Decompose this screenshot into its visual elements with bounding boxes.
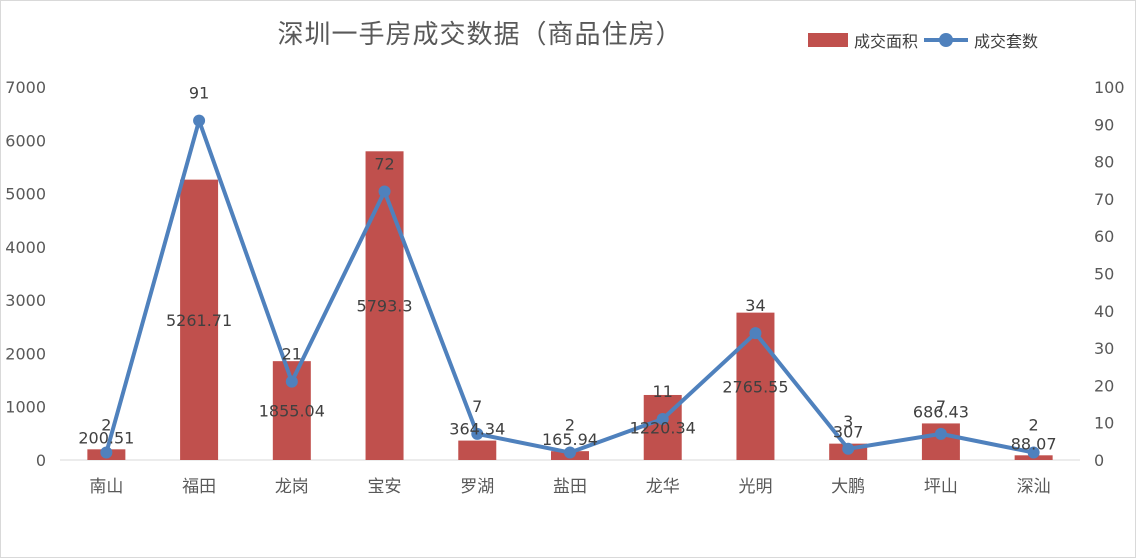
line-point-count xyxy=(1027,446,1040,459)
x-category-label: 深汕 xyxy=(1017,477,1051,497)
y-left-tick-label: 3000 xyxy=(5,291,46,310)
bar-data-label: 88.07 xyxy=(1011,434,1057,453)
legend-line-swatch xyxy=(924,33,969,47)
x-category-label: 龙华 xyxy=(646,477,680,497)
x-category-label: 福田 xyxy=(182,477,216,497)
y-left-tick-label: 7000 xyxy=(5,78,46,97)
legend-item-count: 成交套数 xyxy=(924,28,1038,52)
line-point-count xyxy=(934,427,947,440)
line-data-label: 2 xyxy=(565,416,575,435)
y-left-tick-label: 2000 xyxy=(5,344,46,363)
line-point-count xyxy=(100,446,113,459)
legend-bar-swatch xyxy=(808,33,848,47)
line-data-label: 91 xyxy=(189,84,209,103)
bar-data-label: 307 xyxy=(833,423,864,442)
line-data-label: 7 xyxy=(472,397,482,416)
y-right-tick-label: 70 xyxy=(1094,190,1114,209)
line-data-label: 7 xyxy=(936,397,946,416)
x-category-label: 盐田 xyxy=(553,477,587,497)
line-point-count xyxy=(749,327,762,340)
y-right-tick-label: 60 xyxy=(1094,227,1114,246)
bar-data-label: 2765.55 xyxy=(722,377,788,396)
bar-data-label: 1855.04 xyxy=(259,402,325,421)
bar-data-label: 200.51 xyxy=(78,428,134,447)
bar-data-label: 165.94 xyxy=(542,430,598,449)
y-right-tick-label: 80 xyxy=(1094,153,1114,172)
bar-area xyxy=(365,151,404,460)
chart-title: 深圳一手房成交数据（商品住房） xyxy=(277,20,683,50)
y-right-tick-label: 40 xyxy=(1094,302,1114,321)
line-point-count xyxy=(378,185,391,198)
line-data-label: 2 xyxy=(1029,416,1039,435)
y-right-tick-label: 0 xyxy=(1094,451,1104,470)
y-right-tick-label: 50 xyxy=(1094,265,1114,284)
legend-label-area: 成交面积 xyxy=(854,32,919,51)
y-right-tick-label: 30 xyxy=(1094,339,1114,358)
line-point-count xyxy=(471,427,484,440)
y-left-tick-label: 6000 xyxy=(5,131,46,150)
y-right-tick-label: 90 xyxy=(1094,115,1114,134)
x-category-label: 南山 xyxy=(89,477,123,497)
line-point-count xyxy=(193,114,206,127)
legend-label-count: 成交套数 xyxy=(974,32,1039,51)
line-point-count xyxy=(285,375,298,388)
bar-area xyxy=(180,179,219,460)
y-right-tick-label: 10 xyxy=(1094,414,1114,433)
y-left-tick-label: 5000 xyxy=(5,185,46,204)
line-data-label: 2 xyxy=(101,416,111,435)
legend-item-area: 成交面积 xyxy=(808,28,918,52)
bar-data-label: 5793.3 xyxy=(357,297,413,316)
line-data-label: 34 xyxy=(745,296,765,315)
line-data-label: 3 xyxy=(843,412,853,431)
line-point-count xyxy=(842,442,855,455)
bar-data-label: 364.34 xyxy=(449,420,505,439)
y-left-tick-label: 1000 xyxy=(5,398,46,417)
y-left-tick-label: 0 xyxy=(36,451,46,470)
line-data-label: 11 xyxy=(653,382,673,401)
x-category-label: 龙岗 xyxy=(275,477,309,497)
x-category-label: 大鹏 xyxy=(831,477,865,497)
y-left-tick-label: 4000 xyxy=(5,238,46,257)
bar-data-label: 5261.71 xyxy=(166,311,232,330)
bar-data-label: 686.43 xyxy=(913,402,969,421)
y-right-tick-label: 100 xyxy=(1094,78,1125,97)
line-count-series xyxy=(104,118,1035,455)
x-category-label: 坪山 xyxy=(924,477,958,497)
x-category-label: 光明 xyxy=(738,477,772,497)
y-right-tick-label: 20 xyxy=(1094,376,1114,395)
line-point-count xyxy=(656,412,669,425)
x-category-label: 宝安 xyxy=(368,477,402,497)
bar-data-label: 1220.34 xyxy=(630,418,696,437)
bar-area xyxy=(458,440,497,460)
x-category-label: 罗湖 xyxy=(460,477,494,497)
line-point-count xyxy=(564,446,576,459)
line-data-label: 21 xyxy=(282,345,302,364)
legend: 成交面积 成交套数 xyxy=(808,28,1044,52)
line-data-label: 72 xyxy=(374,154,394,173)
